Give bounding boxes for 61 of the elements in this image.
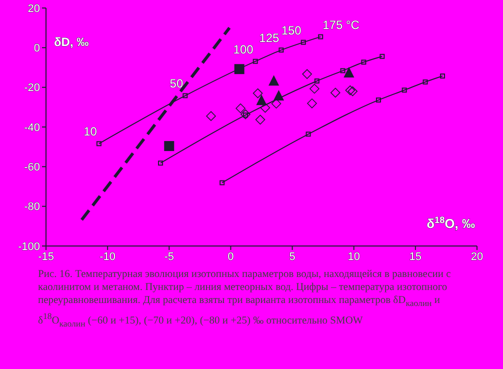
- y-tick-label: -80: [24, 201, 40, 214]
- point: [340, 68, 346, 74]
- annotation: 150: [281, 23, 302, 38]
- annotation: 10: [84, 124, 98, 139]
- annotation: 50: [170, 76, 184, 91]
- point: [158, 160, 164, 166]
- x-tick-label: 0: [228, 250, 234, 263]
- x-tick-label: -5: [164, 250, 174, 263]
- point: [274, 90, 284, 101]
- point: [422, 79, 428, 84]
- x-tick-label: -10: [100, 250, 116, 263]
- point: [182, 93, 188, 98]
- point: [302, 69, 312, 79]
- point: [236, 103, 246, 114]
- y-tick-label: -40: [24, 122, 40, 134]
- point: [310, 84, 320, 94]
- point: [252, 88, 263, 98]
- point: [164, 141, 174, 152]
- y-tick-label: -100: [18, 240, 40, 253]
- point: [318, 34, 324, 40]
- y-tick-label: -60: [24, 162, 40, 174]
- point: [252, 58, 258, 64]
- annotation: 100: [233, 42, 254, 56]
- x-tick-label: 10: [348, 250, 360, 263]
- line-series: [220, 74, 446, 186]
- point: [440, 74, 446, 79]
- y-tick-label: -20: [24, 82, 40, 94]
- annotation: 175 °C: [322, 18, 360, 32]
- x-tick-label: 5: [289, 250, 296, 263]
- point: [96, 141, 102, 146]
- annotation: 125: [259, 31, 280, 46]
- point: [240, 109, 250, 120]
- point: [380, 54, 385, 59]
- point: [402, 88, 407, 93]
- point: [344, 68, 354, 78]
- point: [255, 114, 266, 125]
- point: [314, 78, 320, 84]
- point: [256, 95, 266, 106]
- point: [300, 40, 306, 45]
- x-tick-label: -15: [38, 250, 54, 263]
- point: [234, 64, 244, 74]
- x-tick-label: 20: [470, 250, 484, 263]
- x-axis-title: δ$^{18}$O, ‰: [426, 215, 475, 231]
- line-series: [158, 54, 385, 166]
- point: [376, 98, 381, 103]
- point: [348, 86, 358, 96]
- point: [361, 60, 366, 65]
- point: [260, 102, 270, 113]
- point: [268, 76, 279, 86]
- y-axis-title: δD, ‰: [54, 35, 89, 49]
- x-tick-label: 15: [409, 250, 422, 263]
- text: Рис. 16. Температурная эволюция изотопных параметров воды, находящейся в равновесии с каолинитом и метаном. Пунктир – линия метеорных вод. Цифры – температура изотопного переуравновешивания. Для расчета взяты три варианта изотопных параметров δD$_{каолин}$ и δ$^{18}$O$_{каолин}$ (−60 и +15), (−70 и +20), (−80 и +25) ‰ относительно SMOW: [38, 269, 451, 329]
- point: [345, 85, 356, 96]
- point: [307, 98, 317, 108]
- point: [220, 180, 225, 186]
- point: [330, 88, 340, 98]
- point: [206, 111, 216, 121]
- y-tick-label: 20: [28, 2, 40, 15]
- point: [306, 132, 311, 137]
- y-tick-label: 0: [34, 42, 40, 55]
- point: [278, 48, 284, 53]
